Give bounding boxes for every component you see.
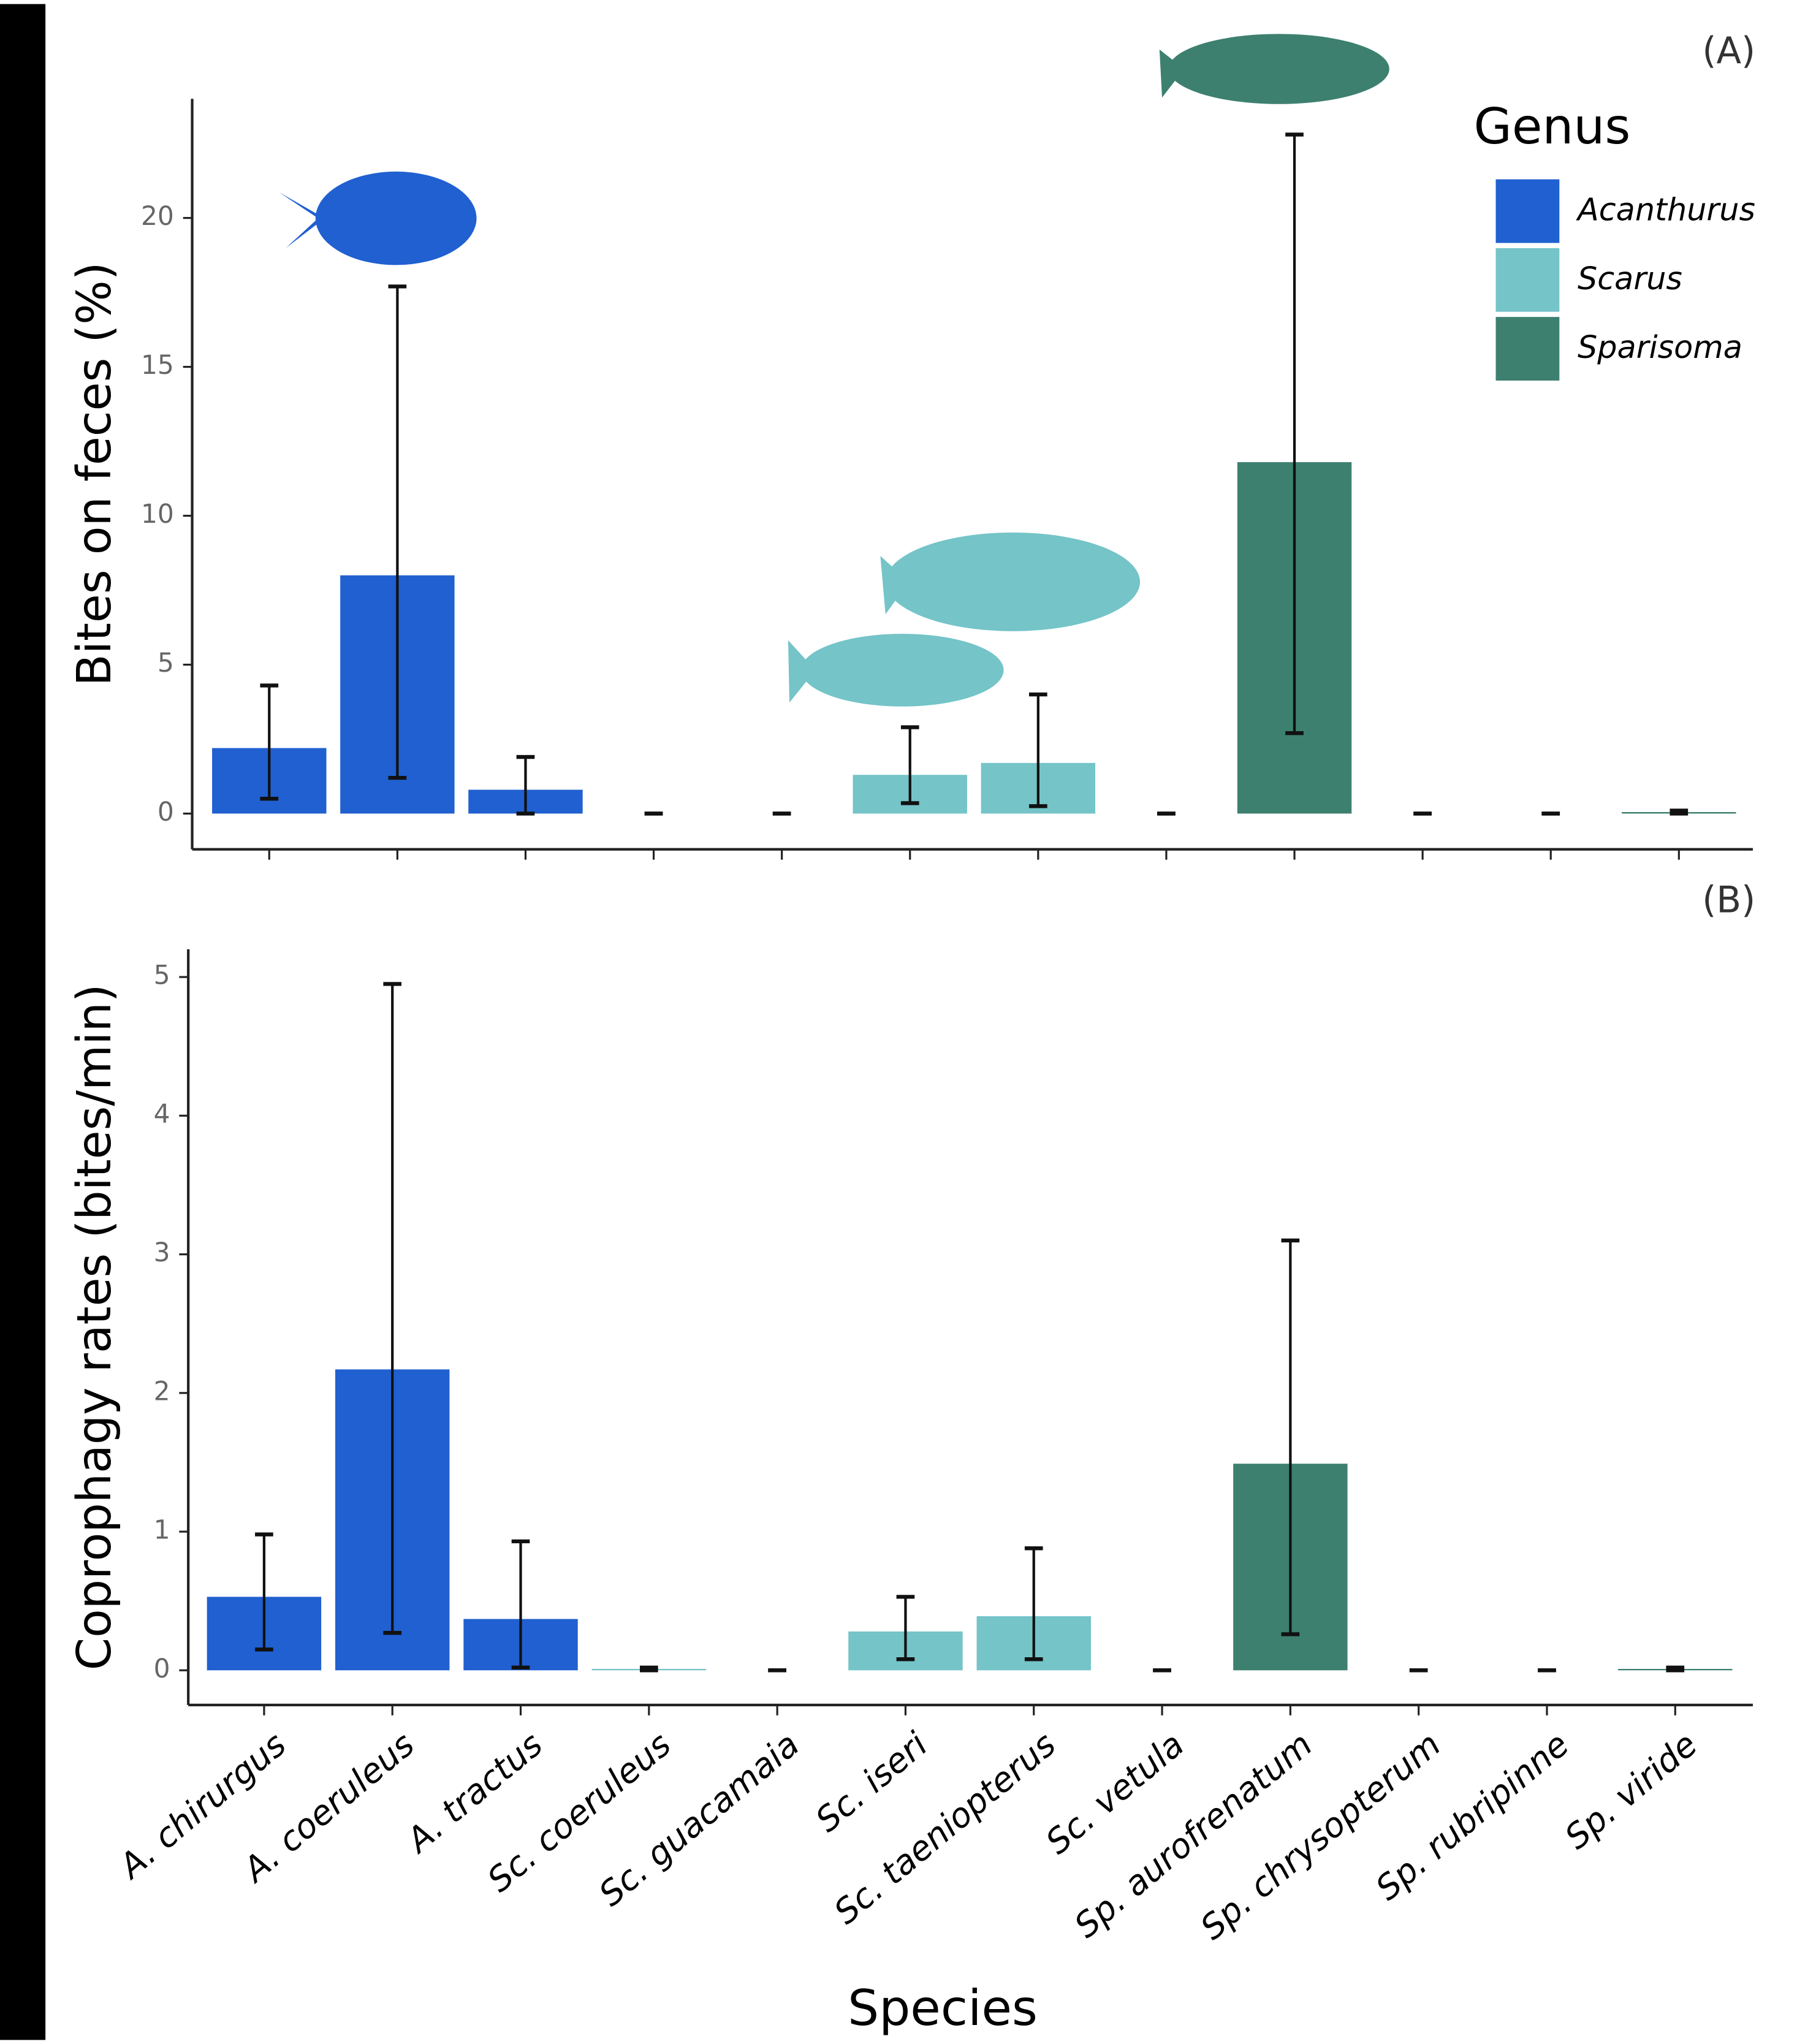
y-tick-label: 1 — [154, 1515, 170, 1545]
legend-swatch — [1496, 248, 1560, 312]
y-tick-label: 2 — [154, 1376, 170, 1406]
y-tick-label: 10 — [141, 499, 174, 529]
legend-label: Scarus — [1578, 260, 1682, 297]
fish-sparisoma — [1160, 34, 1389, 104]
legend-title: Genus — [1473, 97, 1630, 155]
x-tick-label: Sc. taeniopterus — [827, 1725, 1063, 1932]
legend-swatch — [1496, 180, 1560, 243]
y-tick-label: 5 — [154, 960, 170, 990]
panel-label: (B) — [1702, 879, 1755, 921]
x-tick-label: Sp. chrysopterum — [1193, 1725, 1448, 1948]
legend-label: Acanthurus — [1576, 192, 1755, 228]
y-tick-label: 0 — [154, 1654, 170, 1684]
y-axis-label: Coprophagy rates (bites/min) — [67, 984, 121, 1670]
legend-swatch — [1496, 317, 1560, 381]
x-tick-label: Sc. iseri — [808, 1724, 935, 1839]
legend-label: Sparisoma — [1578, 329, 1742, 365]
panel-label: (A) — [1702, 29, 1755, 72]
y-tick-label: 0 — [158, 797, 174, 827]
fish-acanthurus — [279, 172, 476, 265]
fish-scarus-1 — [880, 533, 1140, 631]
left-strip — [0, 4, 45, 2040]
fish-scarus-2 — [788, 634, 1004, 707]
y-tick-label: 4 — [154, 1099, 170, 1129]
y-axis-label: Bites on feces (%) — [67, 262, 121, 686]
y-tick-label: 3 — [154, 1237, 170, 1267]
page: {"chart_data": [ {"type": "bar", "annota… — [0, 0, 1797, 2044]
y-tick-label: 5 — [158, 648, 174, 678]
chart: 05101520Bites on feces (%)(A)GenusAcanth… — [0, 0, 1797, 2044]
x-tick-label: Sp. aurofrenatum — [1067, 1725, 1320, 1946]
y-tick-label: 20 — [141, 201, 174, 231]
x-tick-label: Sp. viride — [1557, 1725, 1704, 1857]
x-axis-label: Species — [848, 1979, 1038, 2037]
y-tick-label: 15 — [141, 350, 174, 380]
